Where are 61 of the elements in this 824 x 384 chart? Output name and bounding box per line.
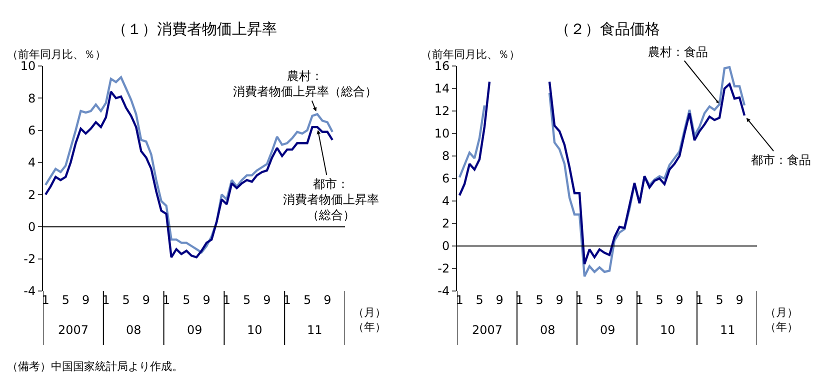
x-tick-label: 9: [616, 293, 624, 307]
x-tick-label: 9: [202, 293, 210, 307]
y-tick-label: 6: [28, 123, 36, 138]
x-tick-label: 5: [182, 293, 190, 307]
x-tick-label: 5: [243, 293, 251, 307]
y-tick-label: 8: [442, 149, 450, 164]
text: 都市：食品: [751, 153, 811, 167]
x-tick-label: 5: [62, 293, 70, 307]
y-tick-label: 10: [434, 126, 450, 141]
x-tick-label: 1: [222, 293, 231, 307]
y-tick-label: 0: [442, 239, 450, 254]
text: 09: [600, 323, 616, 337]
x-axis-title: （月）（年）: [765, 306, 798, 334]
x-tick-label: 9: [142, 293, 150, 307]
x-tick-label: 9: [556, 293, 564, 307]
text: 2007: [472, 323, 503, 337]
x-axis-title: （月）（年）: [353, 306, 386, 334]
chart-title: （２）食品価格: [555, 20, 660, 38]
y-tick-label: 0: [28, 220, 36, 234]
x-tick-label: 9: [676, 293, 684, 307]
text: 11: [720, 323, 736, 337]
x-tick-label: 9: [82, 293, 90, 307]
y-tick-label: 12: [434, 104, 450, 118]
y-tick-label: 8: [28, 91, 36, 106]
y-axis-title: （前年同月比、％）: [421, 48, 520, 61]
x-tick-label: 5: [303, 293, 312, 307]
x-tick-label: 9: [496, 293, 504, 307]
x-tick-label: 5: [656, 293, 664, 307]
y-tick-label: -4: [24, 284, 36, 298]
text: 10: [660, 323, 676, 337]
y-tick-label: 4: [28, 156, 36, 170]
x-tick-label: 5: [716, 293, 724, 307]
x-tick-label: 9: [324, 293, 332, 307]
y-tick-label: 16: [434, 59, 450, 74]
series-label: 都市：消費者物価上昇率（総合）: [283, 177, 379, 222]
chart-title: （１）消費者物価上昇率: [112, 20, 277, 38]
text: 08: [126, 323, 142, 337]
x-tick-label: 9: [263, 293, 271, 307]
x-tick-label: 9: [736, 293, 744, 307]
text: 09: [187, 323, 202, 337]
y-axis-title: （前年同月比、％）: [7, 48, 106, 61]
text: 10: [247, 323, 262, 337]
series-label: 農村：食品: [648, 45, 708, 59]
y-tick-label: 6: [442, 172, 450, 186]
y-tick-label: 2: [28, 188, 36, 202]
y-tick-label: -4: [438, 284, 450, 298]
text: （備考）中国国家統計局より作成。: [7, 360, 183, 373]
text: 農村：消費者物価上昇率（総合）: [233, 69, 377, 99]
x-tick-label: 5: [122, 293, 130, 307]
x-tick-label: 5: [596, 293, 604, 307]
y-tick-label: 10: [20, 59, 36, 74]
y-tick-label: 2: [442, 216, 450, 231]
y-tick-label: -2: [24, 252, 36, 266]
text: 08: [540, 323, 556, 337]
y-tick-label: 4: [442, 194, 450, 208]
y-tick-label: 14: [434, 82, 450, 96]
text: 2007: [58, 323, 89, 337]
x-tick-label: 5: [476, 293, 484, 307]
y-tick-label: -2: [438, 262, 450, 276]
text: 11: [307, 323, 322, 337]
x-tick-label: 5: [536, 293, 544, 307]
